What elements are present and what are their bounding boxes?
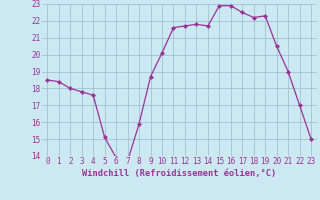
- X-axis label: Windchill (Refroidissement éolien,°C): Windchill (Refroidissement éolien,°C): [82, 169, 276, 178]
